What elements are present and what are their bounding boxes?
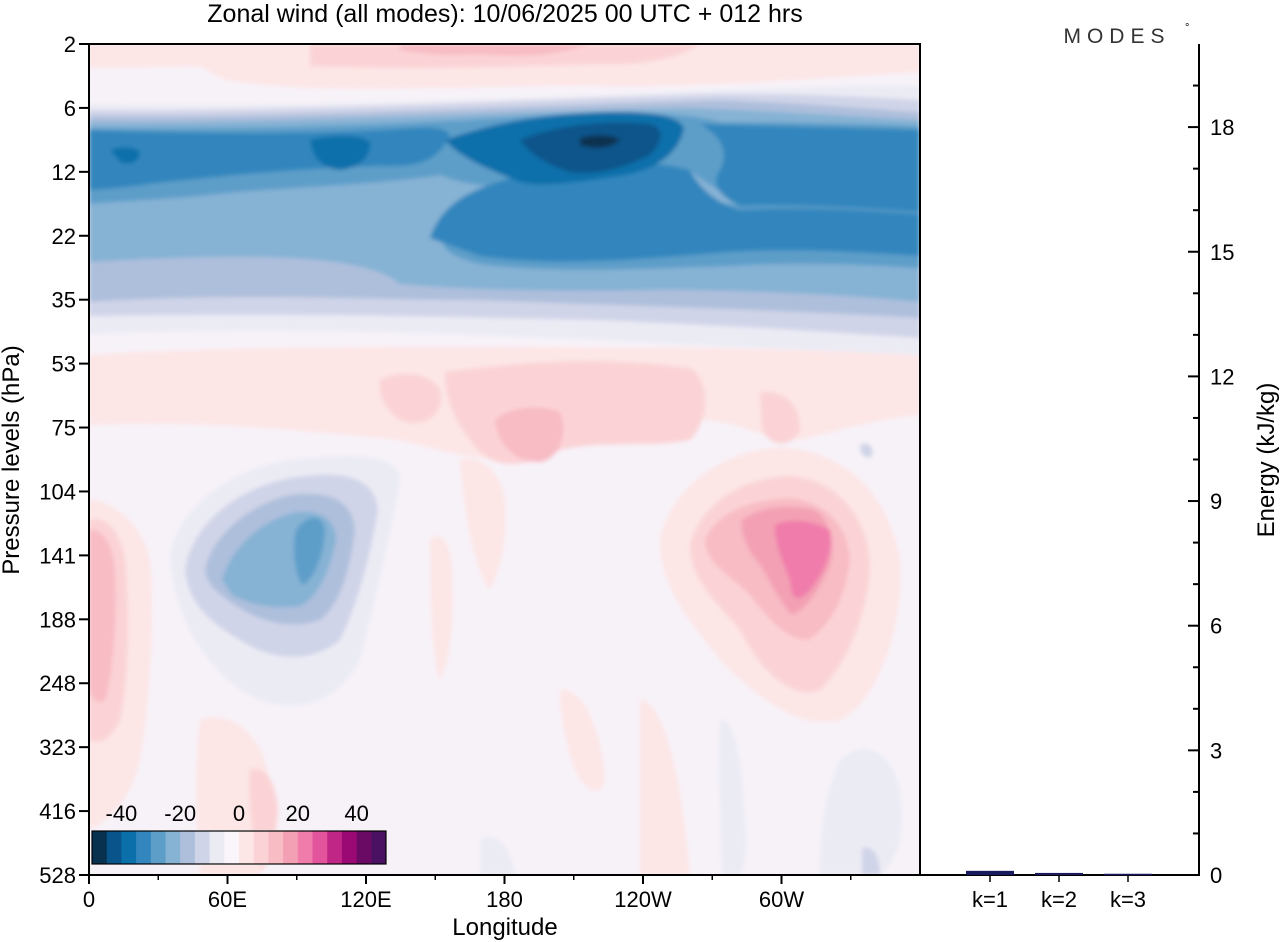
contour-mid-westerly-5 (760, 391, 800, 444)
contour-westerly-strip-3 (89, 529, 116, 702)
contour-low-westerly-6 (560, 689, 605, 791)
energy-panel: 0 3 6 9 12 15 18 k=1 k=2 k=3 Energy (kJ/kg) (920, 44, 1280, 912)
colorbar-tick-label: 20 (286, 801, 310, 826)
y-tick-label: 188 (39, 607, 76, 632)
colorbar-cell (136, 831, 152, 864)
energy-tick-label: 15 (1210, 240, 1234, 265)
chart-title: Zonal wind (all modes): 10/06/2025 00 UT… (207, 0, 802, 28)
contour-easterly-band-7b (310, 135, 371, 170)
y-tick-label: 6 (64, 96, 76, 121)
colorbar-cell (165, 831, 181, 864)
x-tick-label: 120W (614, 887, 672, 912)
energy-category-label: k=3 (1110, 887, 1146, 912)
energy-x-labels: k=1 k=2 k=3 (972, 875, 1146, 912)
colorbar-cell (312, 831, 328, 864)
x-tick-label: 180 (486, 887, 523, 912)
contour-mid-westerly-4 (495, 407, 564, 462)
colorbar-tick-label: 40 (344, 801, 368, 826)
energy-tick-label: 0 (1210, 863, 1222, 888)
y-tick-label: 248 (39, 671, 76, 696)
contour-upper-westerly-3 (400, 44, 590, 56)
x-tick-label: 60W (759, 887, 804, 912)
contour-low-easterly-3 (480, 836, 515, 875)
y-tick-label: 75 (52, 416, 76, 441)
colorbar-cell (150, 831, 166, 864)
colorbar-cell (371, 831, 387, 864)
contour-small-easterly (860, 443, 873, 458)
energy-bars (966, 870, 1152, 876)
colorbar-cells (92, 831, 387, 864)
colorbar-cell (209, 831, 225, 864)
logo-registered-mark: ° (1185, 22, 1189, 34)
contour-easterly-band-6c (700, 124, 920, 212)
energy-tick-label: 18 (1210, 115, 1234, 140)
y-tick-label: 528 (39, 863, 76, 888)
y-tick-label: 323 (39, 735, 76, 760)
colorbar-cell (268, 831, 284, 864)
colorbar-cell (253, 831, 269, 864)
x-tick-label: 120E (340, 887, 391, 912)
contour-low-westerly-5 (640, 700, 690, 875)
contour-low-westerly-2 (460, 459, 506, 590)
contour-easterly-band-6 (430, 163, 920, 262)
y-axis-label: Pressure levels (hPa) (0, 345, 25, 574)
colorbar-cell (239, 831, 255, 864)
y-tick-label: 416 (39, 799, 76, 824)
colorbar-cell (121, 831, 137, 864)
contour-low-westerly-1 (430, 536, 453, 680)
energy-bar (1035, 872, 1083, 875)
contour-easterly-pocket-5 (294, 517, 325, 585)
colorbar-cell (327, 831, 343, 864)
contour-easterly-core-2 (580, 135, 620, 148)
colorbar-cell (283, 831, 299, 864)
y-tick-label: 2 (64, 32, 76, 57)
y-tick-label: 12 (52, 160, 76, 185)
colorbar-cell (180, 831, 196, 864)
energy-category-label: k=2 (1041, 887, 1077, 912)
zonal-wind-field (89, 44, 920, 875)
x-axis-ticks: 0 60E 120E 180 120W 60W (83, 875, 852, 912)
colorbar-cell (92, 831, 108, 864)
x-tick-label: 0 (83, 887, 95, 912)
colorbar-cell (106, 831, 122, 864)
modes-logo: MODES (1063, 25, 1170, 48)
energy-y-ticks: 0 3 6 9 12 15 18 (1188, 84, 1234, 888)
colorbar-tick-labels: -40 -20 0 20 40 (106, 801, 369, 826)
x-axis-label: Longitude (452, 914, 557, 941)
energy-tick-label: 3 (1210, 738, 1222, 763)
contour-low-easterly-1 (820, 748, 902, 875)
colorbar-cell (356, 831, 372, 864)
energy-bar (966, 870, 1014, 875)
contour-westerly-max-5 (775, 520, 832, 599)
y-tick-label: 35 (52, 288, 76, 313)
colorbar-tick-label: -40 (106, 801, 138, 826)
energy-tick-label: 12 (1210, 364, 1234, 389)
contour-mid-westerly-2 (379, 374, 441, 423)
y-tick-label: 141 (39, 543, 76, 568)
contour-low-easterly-2 (719, 719, 747, 875)
colorbar-tick-label: 0 (233, 801, 245, 826)
y-tick-label: 104 (39, 479, 76, 504)
x-tick-label: 60E (208, 887, 247, 912)
y-axis-ticks: 2 6 12 22 35 53 75 104 141 188 248 323 416 528 (39, 32, 89, 888)
contour-low-easterly-4 (862, 847, 880, 875)
y-tick-label: 53 (52, 352, 76, 377)
energy-tick-label: 9 (1210, 489, 1222, 514)
y-tick-label: 22 (52, 224, 76, 249)
energy-bar (1104, 873, 1152, 876)
colorbar: -40 -20 0 20 40 (91, 801, 387, 865)
contour-easterly-core-1 (520, 122, 661, 174)
colorbar-cell (194, 831, 210, 864)
colorbar-cell (224, 831, 240, 864)
colorbar-frame (91, 830, 387, 865)
energy-axis-label: Energy (kJ/kg) (1253, 383, 1280, 538)
contour-easterly-band-7c (110, 147, 140, 164)
energy-tick-label: 6 (1210, 614, 1222, 639)
colorbar-cell (341, 831, 357, 864)
energy-category-label: k=1 (972, 887, 1008, 912)
colorbar-tick-label: -20 (164, 801, 196, 826)
colorbar-cell (297, 831, 313, 864)
